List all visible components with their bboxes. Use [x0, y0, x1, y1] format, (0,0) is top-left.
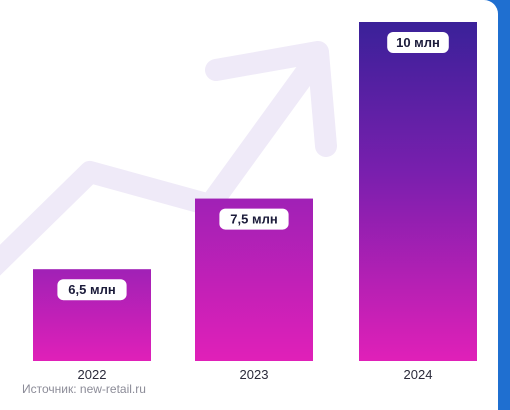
value-badge-2022 [57, 279, 127, 301]
x-tick-2023: 2023 [240, 367, 269, 382]
value-label-2022: 6,5 млн [68, 282, 115, 297]
value-badge-2024 [387, 32, 449, 53]
trend-arrow [0, 41, 337, 276]
source-note: Источник: new-retail.ru [22, 382, 146, 396]
bar-chart: 6,5 млн 2022 7,5 млн 2023 10 млн 2024 [0, 22, 477, 382]
bar-2024 [359, 22, 477, 361]
value-label-2024: 10 млн [396, 35, 440, 50]
chart-card: 6,5 млн 2022 7,5 млн 2023 10 млн 2024 Источни… [0, 0, 498, 410]
value-label-2023: 7,5 млн [230, 212, 277, 227]
x-tick-2022: 2022 [78, 367, 107, 382]
x-tick-2024: 2024 [404, 367, 433, 382]
value-badge-2023 [219, 208, 289, 230]
